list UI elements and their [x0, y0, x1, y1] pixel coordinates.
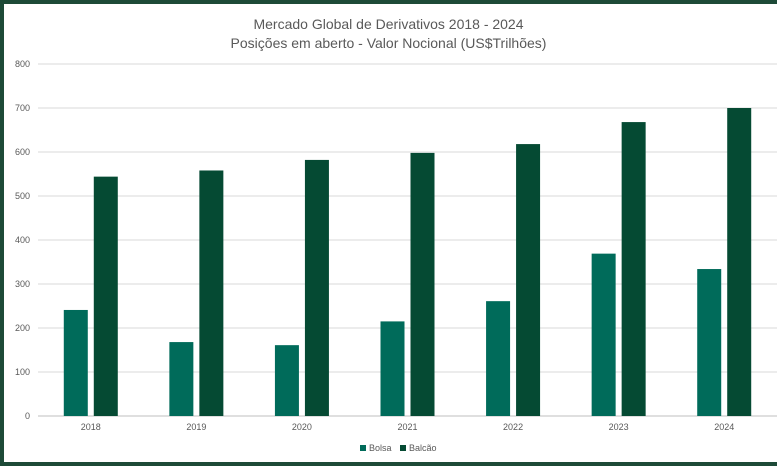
- y-tick-label: 700: [15, 103, 30, 113]
- y-tick-label: 0: [25, 411, 30, 421]
- y-tick-label: 100: [15, 367, 30, 377]
- legend-label: Balcão: [409, 443, 437, 453]
- y-tick-label: 300: [15, 279, 30, 289]
- legend-swatch: [360, 445, 366, 451]
- bar-balcão-2020: [304, 159, 329, 417]
- y-tick-label: 500: [15, 191, 30, 201]
- x-tick-label: 2019: [186, 422, 206, 432]
- bar-bolsa-2022: [486, 301, 511, 416]
- x-tick-label: 2022: [503, 422, 523, 432]
- legend-swatch: [400, 445, 406, 451]
- x-tick-label: 2023: [609, 422, 629, 432]
- bar-bolsa-2021: [380, 321, 405, 416]
- chart-subtitle: Posições em aberto - Valor Nocional (US$…: [230, 35, 547, 51]
- bar-bolsa-2020: [274, 345, 299, 416]
- legend-label: Bolsa: [369, 443, 392, 453]
- bar-bolsa-2019: [169, 342, 194, 416]
- bar-balcão-2023: [621, 122, 646, 416]
- y-axis-ticks: 0 100 200 300 400 500 600 700 800: [15, 59, 30, 421]
- gridlines: [38, 63, 777, 417]
- bars: [63, 108, 752, 417]
- x-tick-label: 2018: [81, 422, 101, 432]
- y-tick-label: 600: [15, 147, 30, 157]
- y-tick-label: 400: [15, 235, 30, 245]
- legend: Bolsa Balcão: [360, 443, 437, 453]
- bar-bolsa-2018: [63, 309, 88, 416]
- x-tick-label: 2020: [292, 422, 312, 432]
- bar-bolsa-2024: [697, 269, 722, 416]
- y-tick-label: 200: [15, 323, 30, 333]
- bar-balcão-2021: [410, 152, 435, 416]
- x-tick-label: 2024: [714, 422, 734, 432]
- chart-title: Mercado Global de Derivativos 2018 - 202…: [253, 16, 524, 32]
- bar-balcão-2024: [727, 108, 752, 416]
- bar-balcão-2022: [516, 144, 541, 416]
- y-tick-label: 800: [15, 59, 30, 69]
- bar-bolsa-2023: [591, 253, 616, 416]
- bar-balcão-2018: [93, 176, 118, 416]
- x-tick-label: 2021: [397, 422, 417, 432]
- bar-balcão-2019: [199, 170, 224, 416]
- x-axis-ticks: 2018 2019 2020 2021 2022 2023 2024: [81, 422, 734, 432]
